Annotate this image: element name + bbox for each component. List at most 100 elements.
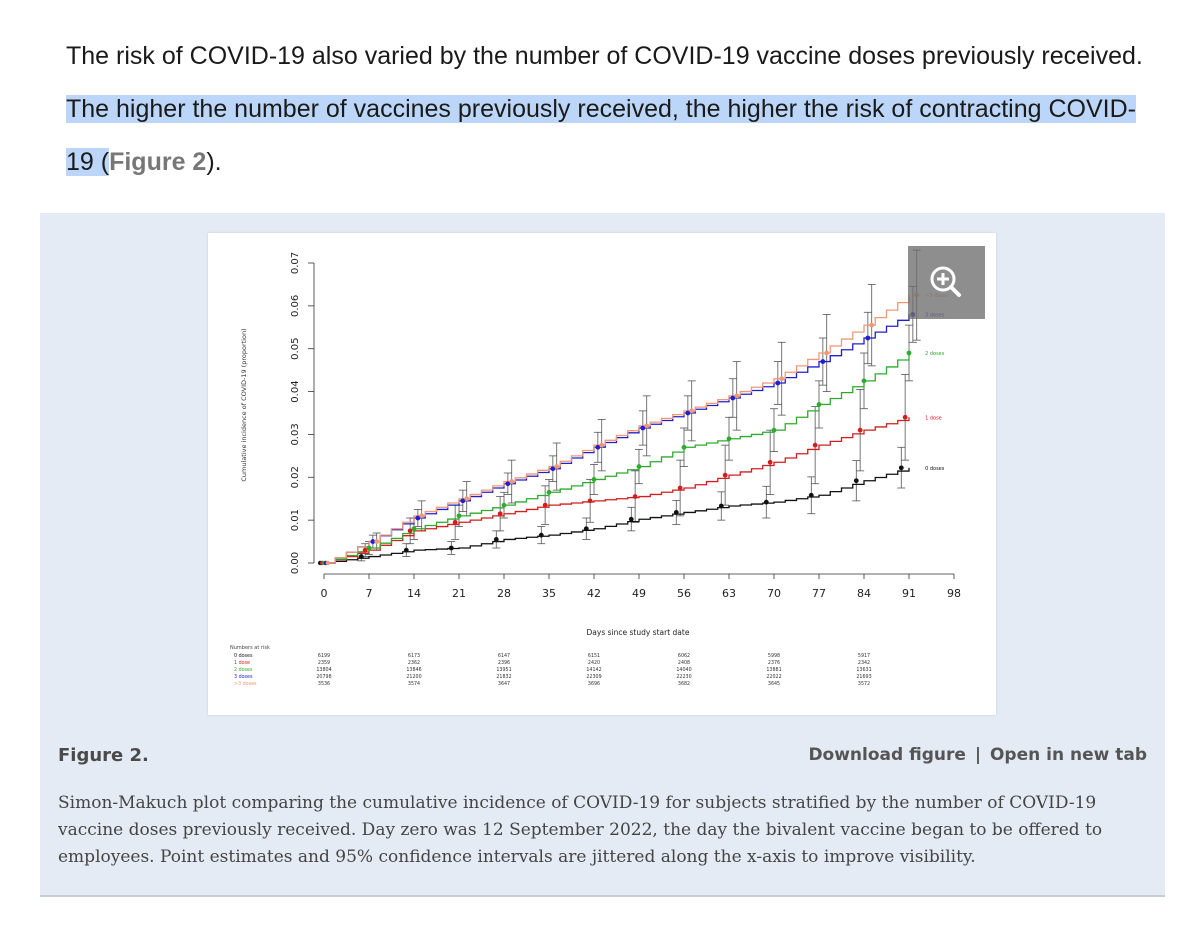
download-figure-link[interactable]: Download figure: [808, 745, 966, 765]
point-estimate: [464, 496, 470, 502]
risk-value: 3647: [498, 681, 510, 687]
risk-table-title: Numbers at risk: [230, 645, 270, 651]
point-estimate: [636, 464, 642, 469]
point-estimate: [902, 414, 908, 420]
point-estimate: [808, 492, 814, 498]
risk-value: 2359: [318, 660, 330, 666]
point-estimate: [722, 472, 728, 478]
point-estimate: [869, 322, 875, 328]
confidence-intervals: [357, 249, 921, 562]
risk-value: 2342: [858, 660, 870, 666]
point-estimate: [730, 395, 736, 401]
series-line-2: [324, 353, 910, 564]
point-estimate: [325, 560, 331, 566]
point-estimate: [640, 425, 646, 431]
point-estimate: [546, 489, 552, 495]
risk-value: 6173: [408, 653, 420, 659]
links-separator: |: [974, 745, 982, 765]
point-estimate: [898, 465, 904, 471]
article-paragraph: The risk of COVID-19 also varied by the …: [66, 30, 1146, 189]
risk-value: 20798: [316, 674, 331, 680]
point-estimate: [370, 539, 376, 544]
point-estimate: [411, 526, 417, 532]
point-estimate: [583, 526, 589, 532]
point-estimate: [628, 516, 634, 522]
point-estimate: [779, 376, 785, 382]
figure-divider: [40, 895, 1165, 897]
risk-row-label: >3 doses: [234, 681, 257, 687]
article-text-highlight: The higher the number of vaccines previo…: [66, 95, 1136, 176]
series-end-label: 1 dose: [925, 415, 942, 421]
risk-value: 21200: [406, 674, 421, 680]
point-estimate: [407, 528, 413, 534]
series-end-label: 0 doses: [925, 466, 945, 472]
risk-value: 22022: [766, 674, 781, 680]
risk-value: 2362: [408, 660, 420, 666]
x-tick-label: 77: [812, 587, 826, 600]
risk-value: 6199: [318, 653, 330, 659]
point-estimate: [861, 378, 867, 384]
point-estimate: [763, 499, 769, 505]
risk-row-label: 3 doses: [234, 674, 253, 680]
x-tick-label: 35: [542, 587, 556, 600]
point-estimate: [771, 427, 777, 433]
point-estimate: [689, 408, 695, 414]
point-estimate: [366, 545, 372, 551]
risk-value: 2408: [678, 660, 690, 666]
x-tick-label: 70: [767, 587, 781, 600]
risk-value: 13804: [316, 667, 331, 673]
point-estimate: [493, 537, 499, 542]
y-tick-label: 0.01: [290, 509, 301, 531]
point-estimate: [734, 393, 740, 399]
y-axis-label: Cumulative incidence of COVID-19 (propor…: [240, 328, 248, 481]
article-text-end: ).: [206, 148, 222, 176]
figure-reference-link[interactable]: Figure 2: [109, 148, 207, 176]
x-tick-label: 91: [902, 587, 916, 600]
point-estimate: [374, 539, 380, 544]
point-estimate: [824, 350, 830, 356]
risk-value: 3696: [588, 681, 600, 687]
article-text-plain: The risk of COVID-19 also varied by the …: [66, 42, 1143, 70]
open-in-new-tab-link[interactable]: Open in new tab: [989, 745, 1147, 765]
point-estimate: [456, 513, 462, 519]
point-estimate: [681, 444, 687, 450]
x-axis-label: Days since study start date: [587, 628, 690, 637]
point-estimate: [644, 423, 650, 429]
point-estimate: [767, 459, 773, 465]
point-estimate: [362, 547, 368, 553]
risk-row-label: 2 doses: [234, 667, 253, 673]
figure-image[interactable]: 0.00 0.01 0.02 0.03 0.04 0.05 0.06 0.07 0 7 14 21 28…: [208, 233, 996, 715]
risk-value: 14040: [676, 667, 691, 673]
y-tick-label: 0.04: [290, 380, 301, 402]
point-estimate: [497, 511, 503, 517]
x-tick-label: 21: [452, 587, 466, 600]
zoom-in-icon: [930, 266, 961, 297]
point-estimate: [509, 479, 515, 484]
point-estimate: [403, 547, 409, 553]
x-tick-label: 56: [677, 587, 691, 600]
point-estimate: [812, 442, 818, 448]
risk-value: 6151: [588, 653, 600, 659]
y-tick-label: 0.05: [290, 338, 301, 360]
series-line-1: [324, 417, 910, 564]
risk-value: 6147: [498, 653, 510, 659]
point-estimate: [538, 532, 544, 538]
y-tick-label: 0.00: [290, 552, 301, 574]
point-estimate: [591, 477, 597, 482]
numbers-at-risk-table: Numbers at risk 0 doses 6199 6173 6147 6151 60…: [230, 645, 872, 687]
point-estimate: [906, 350, 912, 356]
x-tick-label: 14: [407, 587, 421, 600]
risk-row-label: 1 dose: [234, 660, 250, 666]
point-estimate: [718, 503, 724, 509]
series-lines: [324, 295, 910, 564]
risk-value: 13846: [406, 667, 421, 673]
point-estimate: [542, 502, 548, 508]
point-estimate: [358, 554, 364, 559]
point-estimate: [452, 519, 458, 525]
risk-value: 21693: [856, 674, 871, 680]
point-estimate: [599, 442, 605, 448]
x-tick-label: 28: [497, 587, 511, 600]
zoom-button[interactable]: [908, 246, 985, 319]
point-estimate: [685, 410, 691, 416]
